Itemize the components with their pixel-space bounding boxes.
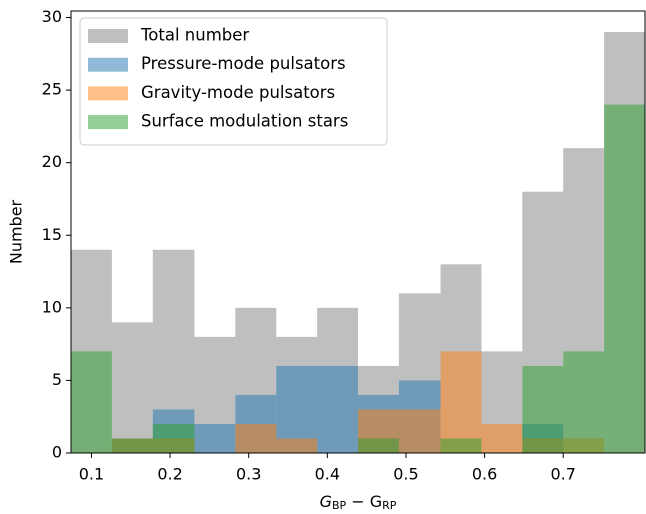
bar [358, 438, 399, 453]
bar [522, 365, 564, 453]
legend-swatch [88, 57, 128, 72]
bar [152, 423, 195, 453]
legend-label: Surface modulation stars [141, 112, 348, 131]
y-tick-label: 0 [52, 443, 62, 462]
x-tick-label: 0.5 [393, 465, 418, 484]
legend-swatch [88, 115, 128, 130]
y-tick-label: 25 [42, 80, 62, 99]
bar [440, 438, 482, 453]
y-tick-label: 5 [52, 370, 62, 389]
x-label-subscript: RP [382, 499, 397, 512]
bar [604, 104, 645, 454]
legend-swatch [88, 29, 128, 43]
bar [398, 409, 441, 453]
x-tick-label: 0.6 [472, 465, 497, 484]
bar [71, 351, 112, 453]
x-tick-label: 0.4 [315, 465, 340, 484]
x-tick-label: 0.3 [236, 465, 261, 484]
bar [276, 438, 318, 453]
bar [481, 423, 523, 453]
legend-label: Total number [140, 26, 249, 45]
bar [111, 438, 153, 453]
y-axis-label: Number [7, 199, 26, 264]
bar [563, 351, 605, 453]
bar [317, 365, 358, 453]
legend-frame [79, 17, 388, 146]
y-tick-label: 20 [42, 152, 62, 171]
axes-frame [70, 10, 646, 454]
x-tick-label: 0.2 [157, 465, 182, 484]
bar [440, 351, 482, 453]
y-tick-label: 15 [42, 225, 62, 244]
legend-label: Pressure-mode pulsators [141, 54, 346, 73]
bar [194, 423, 236, 453]
legend-swatch [88, 86, 128, 101]
y-tick-label: 30 [42, 7, 62, 26]
x-axis-label: GBP​ − GRP​ [320, 492, 397, 513]
x-tick-label: 0.1 [79, 465, 104, 484]
bar [235, 423, 277, 453]
x-label-text: G [320, 492, 332, 511]
legend-label: Gravity-mode pulsators [141, 83, 335, 102]
x-label-subscript: BP [332, 499, 347, 512]
bar [111, 322, 153, 453]
y-tick-label: 10 [42, 297, 62, 316]
x-label-text: − G [346, 492, 382, 511]
legend: Total number Pressure-mode pulsators Gravi… [79, 17, 388, 146]
x-tick-label: 0.7 [550, 465, 575, 484]
